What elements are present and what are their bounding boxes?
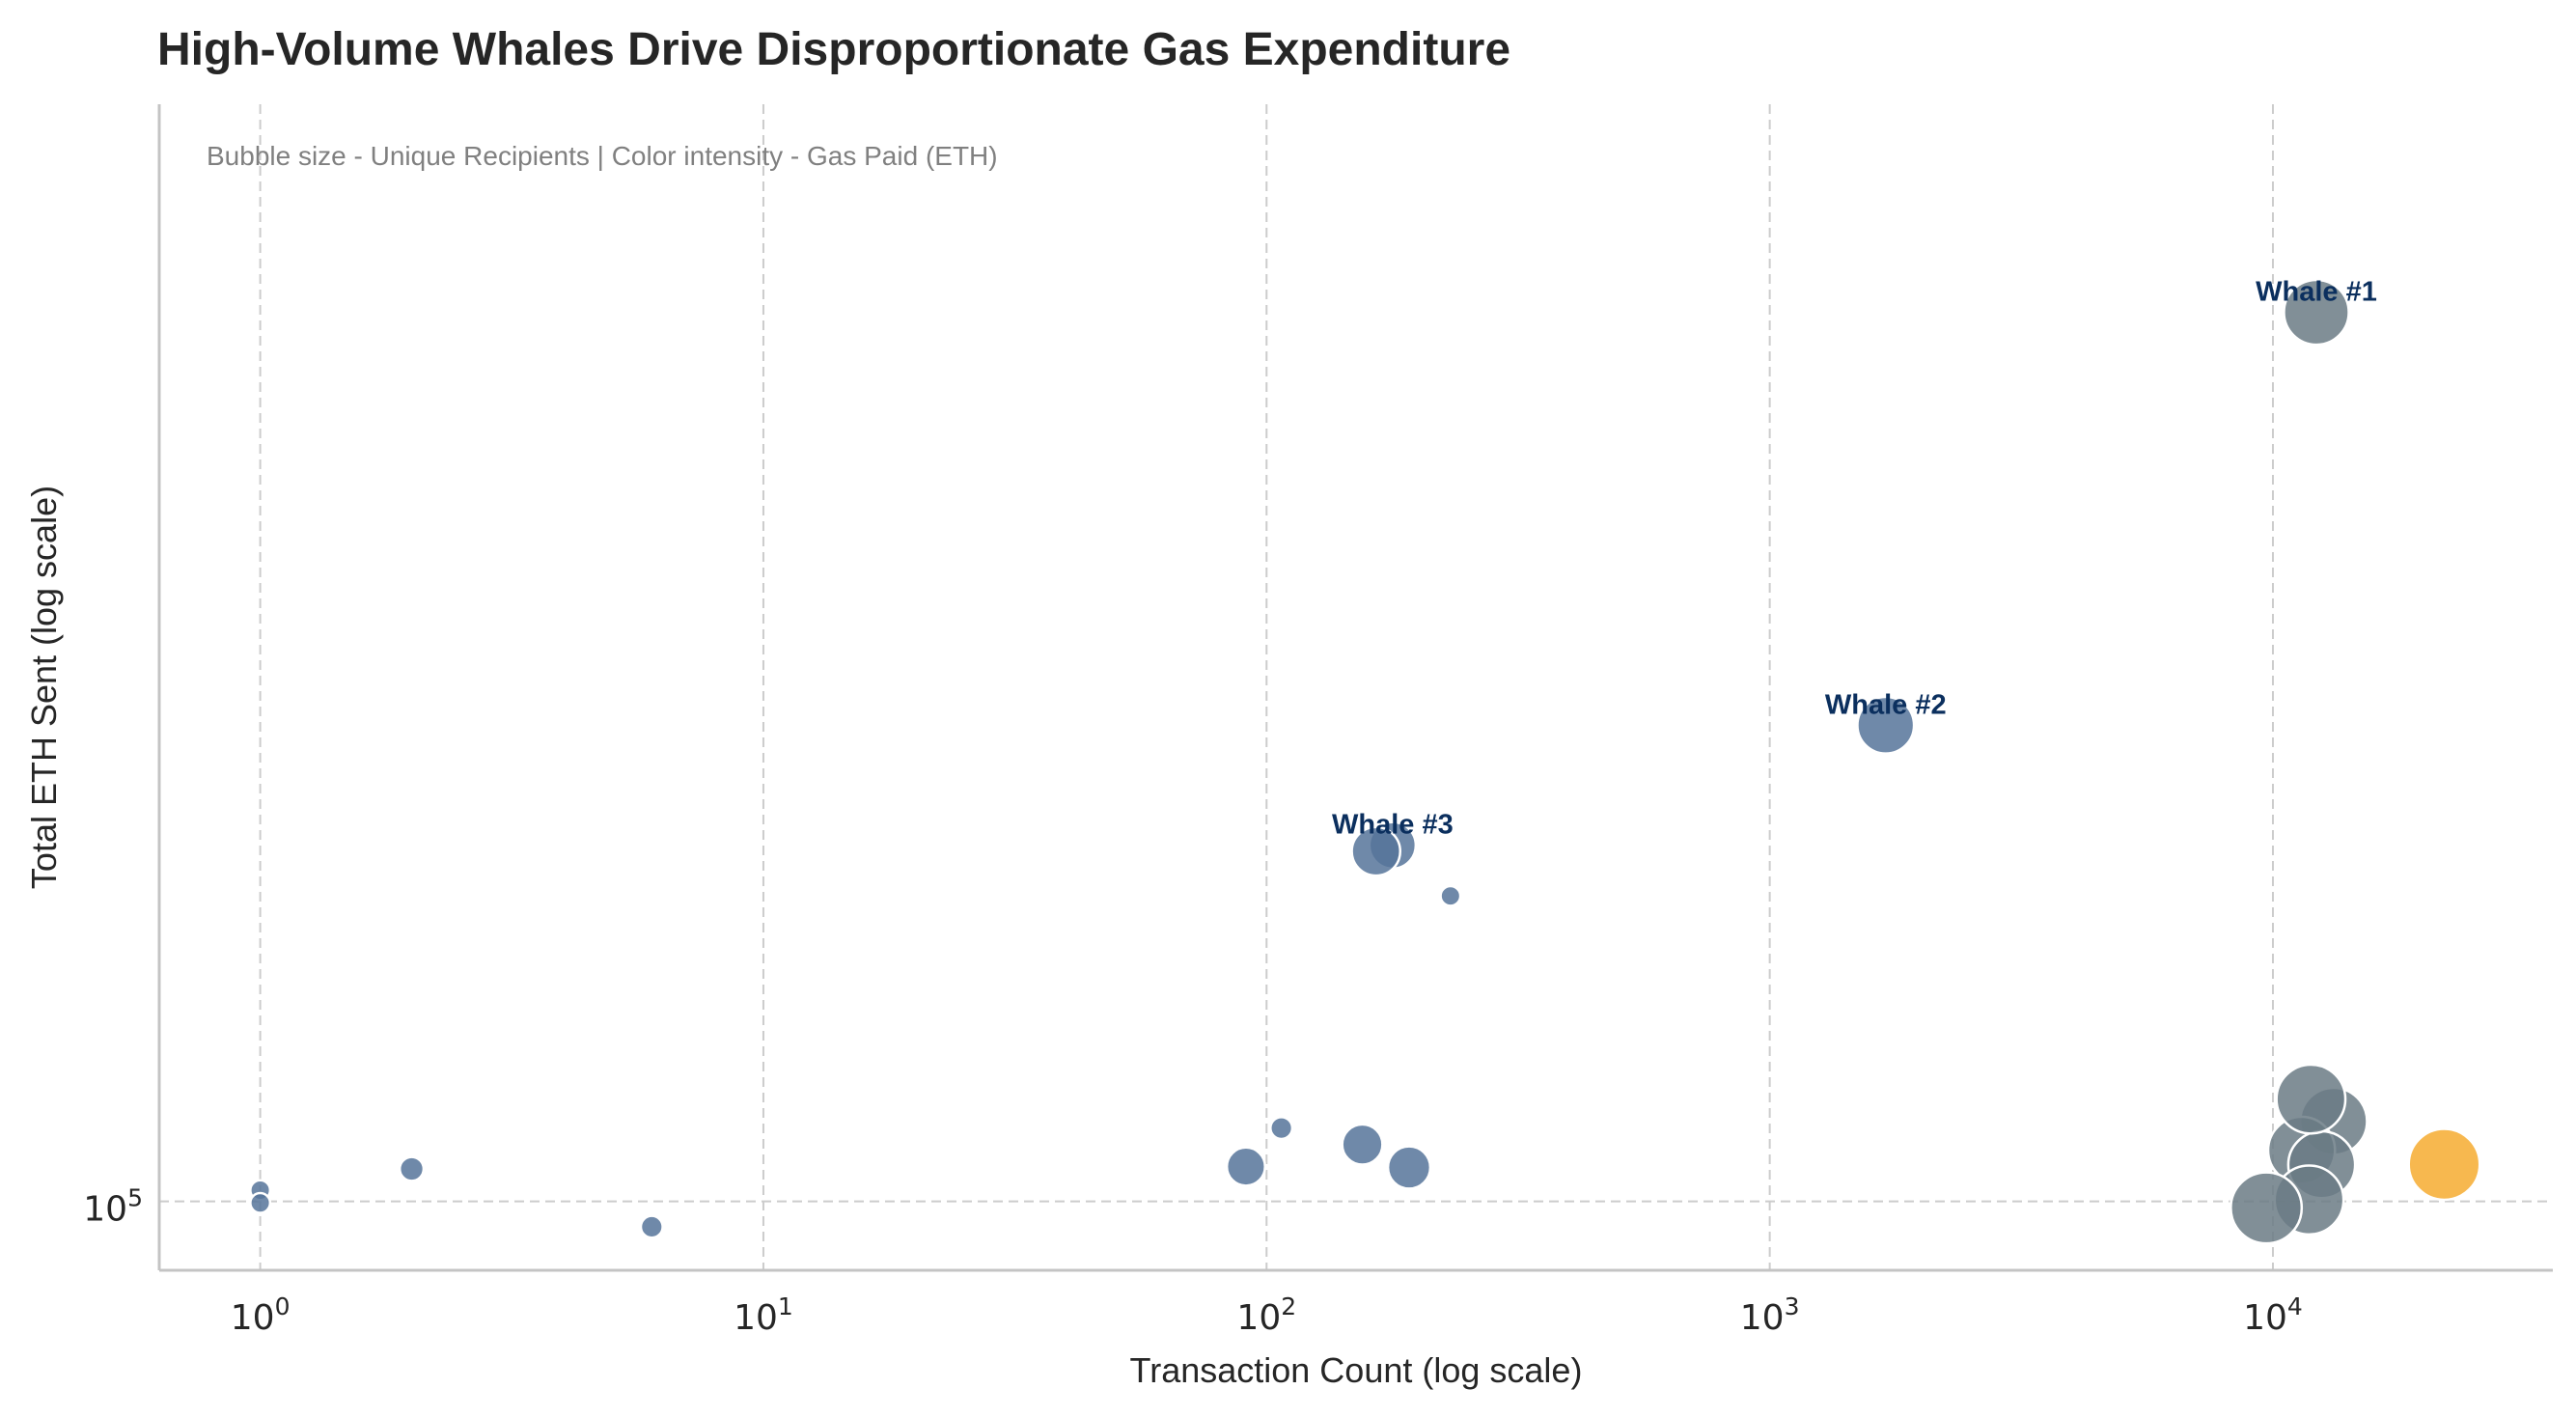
whale-annotation-label: Whale #3 <box>1332 810 1454 841</box>
bubble-point <box>1386 1145 1432 1190</box>
y-axis-label: Total ETH Sent (log scale) <box>24 486 64 889</box>
whale-annotation-label: Whale #2 <box>1825 689 1947 720</box>
x-tick-base: 10 <box>1236 1298 1281 1338</box>
whale-annotations: Whale #1 Whale #2 Whale #3 <box>1332 277 2377 841</box>
bubble-point <box>2283 278 2350 347</box>
x-tick-exponent: 4 <box>2287 1292 2303 1320</box>
bubble-point <box>249 1191 272 1214</box>
bubble-point <box>1225 1146 1266 1187</box>
x-tick-exponent: 3 <box>1785 1292 1800 1320</box>
x-tick-base: 10 <box>2243 1298 2287 1338</box>
x-tick-label: 103 <box>1740 1292 1800 1338</box>
bubble-series <box>249 278 2481 1245</box>
y-tick-base: 10 <box>83 1190 127 1230</box>
whale-annotation-label: Whale #1 <box>2256 277 2377 308</box>
chart-subtitle: Bubble size - Unique Recipients | Color … <box>207 141 998 171</box>
chart-title: High-Volume Whales Drive Disproportionat… <box>157 24 1510 75</box>
bubble-point <box>1856 695 1916 755</box>
x-tick-exponent: 2 <box>1281 1292 1296 1320</box>
x-tick-label: 100 <box>231 1292 291 1338</box>
bubble-point <box>2230 1171 2304 1245</box>
y-tick-exponent: 5 <box>127 1184 143 1212</box>
y-tick-label: 105 <box>83 1184 143 1230</box>
x-tick-exponent: 0 <box>275 1292 291 1320</box>
x-tick-exponent: 1 <box>778 1292 793 1320</box>
bubble-point <box>1269 1116 1294 1141</box>
x-axis-label: Transaction Count (log scale) <box>1130 1350 1583 1390</box>
x-tick-base: 10 <box>231 1298 275 1338</box>
bubble-point <box>639 1214 664 1239</box>
x-tick-base: 10 <box>1740 1298 1785 1338</box>
x-tick-base: 10 <box>734 1298 778 1338</box>
bubble-point <box>1350 825 1402 877</box>
bubble-point <box>1439 884 1462 907</box>
grid-lines <box>159 104 2553 1270</box>
bubble-point <box>398 1155 426 1182</box>
x-tick-label: 102 <box>1236 1292 1296 1338</box>
bubble-point <box>2407 1127 2481 1202</box>
bubble-point <box>2275 1063 2347 1135</box>
x-tick-label: 104 <box>2243 1292 2303 1338</box>
x-tick-label: 101 <box>734 1292 793 1338</box>
bubble-point <box>1341 1123 1384 1166</box>
